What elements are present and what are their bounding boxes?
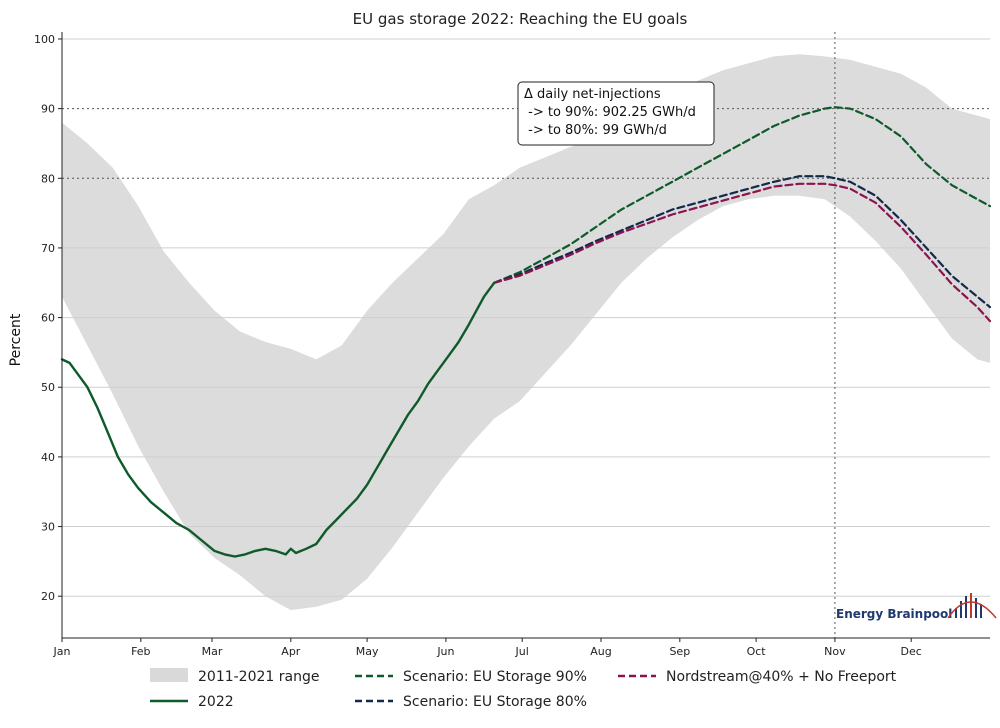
range-band-area	[62, 54, 990, 611]
plot-area: 20 30 40 50 60 70 80 90 100 Jan Feb Mar Apr May Jun Ju…	[34, 32, 992, 658]
legend-item-0: 2011-2021 range	[150, 668, 319, 685]
x-tick-label: Oct	[747, 645, 767, 658]
series-line-2	[493, 175, 992, 309]
y-tick-label: 60	[41, 312, 55, 325]
x-tick-label: Apr	[281, 645, 301, 658]
x-tick-label: Jan	[53, 645, 71, 658]
y-tick-label: 90	[41, 103, 55, 116]
legend-item-4: Scenario: EU Storage 80%	[355, 694, 587, 710]
annotation-box: Δ daily net-injections -> to 90%: 902.25…	[517, 81, 715, 146]
range-band-layer	[62, 54, 990, 611]
chart-title: EU gas storage 2022: Reaching the EU goa…	[353, 10, 688, 28]
legend-label: 2022	[198, 694, 234, 710]
series-line-3	[493, 182, 992, 323]
x-tick-label: Sep	[669, 645, 690, 658]
x-tick-label: Dec	[901, 645, 922, 658]
y-tick-layer: 20 30 40 50 60 70 80 90 100	[34, 33, 62, 603]
grid-layer	[62, 32, 990, 638]
y-tick-label: 100	[34, 33, 55, 46]
brand-name: Energy Brainpool	[836, 607, 952, 621]
brand-logo: Energy Brainpool	[836, 593, 997, 621]
y-tick-label: 40	[41, 451, 55, 464]
legend-item-3: 2022	[150, 694, 234, 710]
x-tick-label: Aug	[590, 645, 611, 658]
y-tick-label: 50	[41, 381, 55, 394]
y-axis-title: Percent	[8, 313, 24, 366]
x-tick-label: Feb	[131, 645, 150, 658]
brand-mark-icon	[947, 593, 997, 619]
x-tick-label: May	[356, 645, 379, 658]
annotation-frame	[517, 81, 715, 146]
legend-label: Scenario: EU Storage 80%	[403, 694, 587, 710]
x-tick-label: Jul	[515, 645, 529, 658]
series-layer	[60, 106, 992, 558]
x-tick-label: Nov	[824, 645, 846, 658]
x-tick-label: Mar	[202, 645, 223, 658]
annotation-line-2: -> to 80%: 99 GWh/d	[524, 123, 667, 138]
x-tick-label: Jun	[436, 645, 454, 658]
legend-label: 2011-2021 range	[198, 669, 319, 685]
legend-item-1: Scenario: EU Storage 90%	[355, 669, 587, 685]
series-line-0	[60, 281, 496, 558]
annotation-line-0: Δ daily net-injections	[524, 87, 661, 102]
y-tick-label: 80	[41, 172, 55, 185]
legend-label: Scenario: EU Storage 90%	[403, 669, 587, 685]
x-tick-layer: Jan Feb Mar Apr May Jun Jul Aug Sep Oct Nov Dec	[53, 638, 922, 658]
y-tick-label: 30	[41, 521, 55, 534]
y-tick-label: 20	[41, 590, 55, 603]
y-tick-label: 70	[41, 242, 55, 255]
annotation-line-1: -> to 90%: 902.25 GWh/d	[524, 105, 696, 120]
series-line-1	[493, 106, 992, 284]
legend-label: Nordstream@40% + No Freeport	[666, 669, 897, 685]
legend-swatch	[150, 668, 188, 682]
legend: 2011-2021 range Scenario: EU Storage 90% N…	[150, 668, 897, 710]
legend-item-2: Nordstream@40% + No Freeport	[618, 669, 897, 685]
